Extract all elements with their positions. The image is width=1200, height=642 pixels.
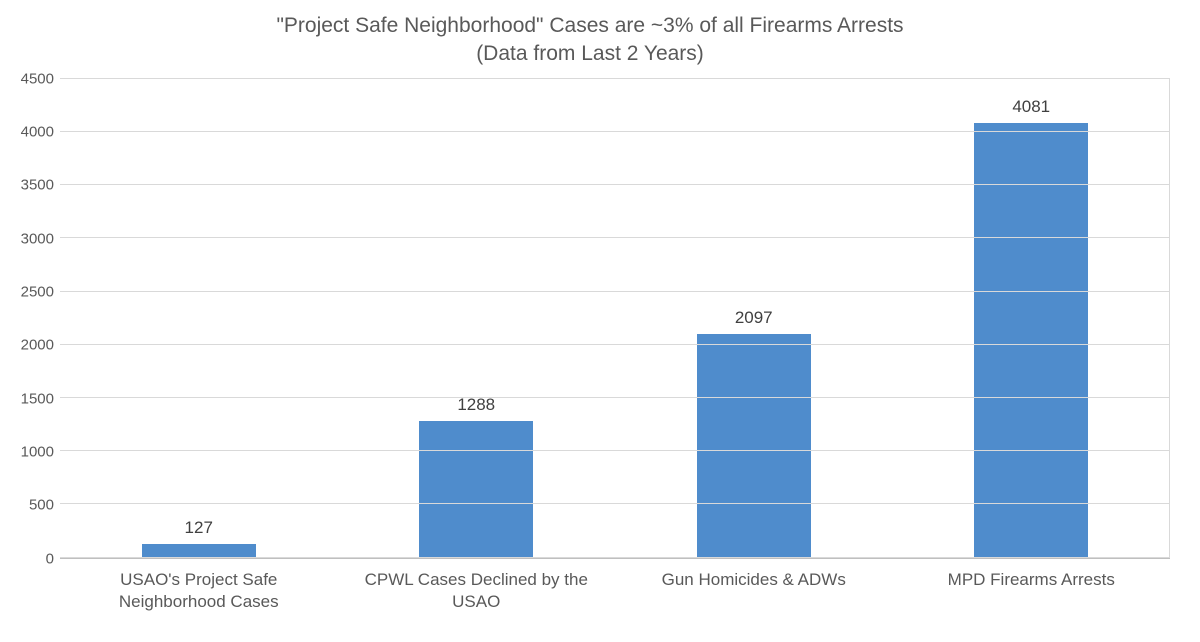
bar-slot: 2097 [615, 79, 893, 558]
gridline [60, 557, 1170, 558]
bar-slot: 127 [60, 79, 338, 558]
x-category-label: CPWL Cases Declined by the USAO [338, 569, 616, 613]
y-tick-label: 0 [10, 550, 54, 567]
gridline [60, 184, 1170, 185]
gridline [60, 78, 1170, 79]
y-tick-label: 3000 [10, 230, 54, 247]
gridline [60, 237, 1170, 238]
gridline [60, 450, 1170, 451]
y-tick-label: 2000 [10, 337, 54, 354]
gridline [60, 131, 1170, 132]
bar-slot: 1288 [338, 79, 616, 558]
x-category-label: USAO's Project Safe Neighborhood Cases [60, 569, 338, 613]
y-tick-label: 500 [10, 497, 54, 514]
bar: 2097 [697, 334, 811, 557]
gridline [60, 397, 1170, 398]
chart-grid: 127 1288 2097 4081 [60, 79, 1170, 559]
y-tick-label: 2500 [10, 284, 54, 301]
y-tick-label: 3500 [10, 177, 54, 194]
y-axis: 050010001500200025003000350040004500 [10, 79, 60, 559]
y-tick-label: 4500 [10, 70, 54, 87]
bar: 127 [142, 544, 256, 558]
bar-value-label: 127 [185, 518, 213, 538]
x-category-label: Gun Homicides & ADWs [615, 569, 893, 613]
gridline [60, 344, 1170, 345]
y-tick-label: 1000 [10, 444, 54, 461]
bar-slot: 4081 [893, 79, 1171, 558]
x-axis: USAO's Project Safe Neighborhood CasesCP… [60, 569, 1170, 613]
bar: 4081 [974, 123, 1088, 557]
y-tick-label: 4000 [10, 124, 54, 141]
plot-area: 050010001500200025003000350040004500 127… [10, 79, 1170, 559]
bar-chart: "Project Safe Neighborhood" Cases are ~3… [0, 0, 1200, 642]
bars-container: 127 1288 2097 4081 [60, 79, 1170, 558]
gridline [60, 291, 1170, 292]
bar-value-label: 2097 [735, 308, 773, 328]
gridline [60, 503, 1170, 504]
chart-title-line2: (Data from Last 2 Years) [476, 42, 704, 65]
chart-title: "Project Safe Neighborhood" Cases are ~3… [10, 12, 1170, 69]
bar: 1288 [419, 421, 533, 558]
y-tick-label: 1500 [10, 390, 54, 407]
chart-title-line1: "Project Safe Neighborhood" Cases are ~3… [276, 14, 903, 37]
x-category-label: MPD Firearms Arrests [893, 569, 1171, 613]
bar-value-label: 4081 [1012, 97, 1050, 117]
